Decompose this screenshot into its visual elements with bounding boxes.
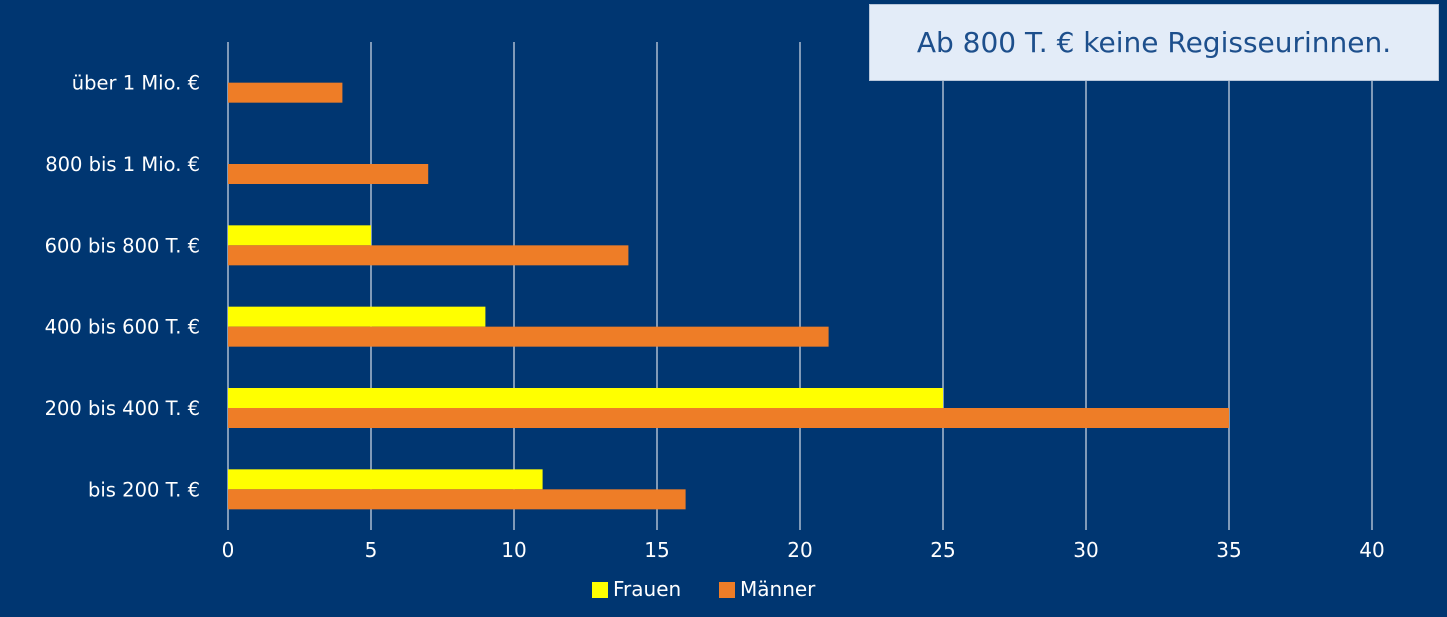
x-tick-label: 10 (501, 538, 526, 562)
bar-maenner (228, 326, 829, 347)
gridlines (227, 42, 1373, 530)
category-label: 200 bis 400 T. € (45, 397, 200, 420)
category-label: 600 bis 800 T. € (45, 234, 200, 257)
bar-frauen (228, 225, 371, 246)
x-tick-label: 15 (644, 538, 669, 562)
category-label: 400 bis 600 T. € (45, 316, 200, 339)
x-tick-label: 20 (787, 538, 812, 562)
category-labels: über 1 Mio. € 800 bis 1 Mio. € 600 bis 800… (45, 72, 200, 502)
x-tick-label: 5 (365, 538, 378, 562)
bar-frauen (228, 469, 543, 490)
bar-maenner (228, 408, 1229, 428)
bar-maenner (228, 489, 686, 510)
x-tick-label: 25 (930, 538, 955, 562)
legend: Frauen Männer (592, 577, 816, 601)
x-tick-label: 30 (1073, 538, 1098, 562)
callout-box: Ab 800 T. € keine Regisseurinnen. (869, 4, 1439, 81)
legend-label-frauen: Frauen (613, 577, 681, 601)
category-label: 800 bis 1 Mio. € (45, 153, 200, 176)
legend-swatch-maenner (719, 582, 735, 598)
x-tick-label: 35 (1216, 538, 1241, 562)
legend-swatch-frauen (592, 582, 608, 598)
x-tick-label: 40 (1359, 538, 1384, 562)
x-tick-label: 0 (222, 538, 235, 562)
legend-label-maenner: Männer (740, 577, 816, 601)
bar-maenner (228, 82, 343, 103)
category-label: über 1 Mio. € (72, 72, 200, 95)
x-tick-labels: 0 5 10 15 20 25 30 35 40 (222, 538, 1385, 562)
bars (228, 82, 1229, 510)
category-label: bis 200 T. € (88, 478, 200, 501)
bar-maenner (228, 164, 429, 184)
bar-frauen (228, 306, 486, 327)
bar-maenner (228, 245, 629, 266)
bar-frauen (228, 388, 943, 408)
